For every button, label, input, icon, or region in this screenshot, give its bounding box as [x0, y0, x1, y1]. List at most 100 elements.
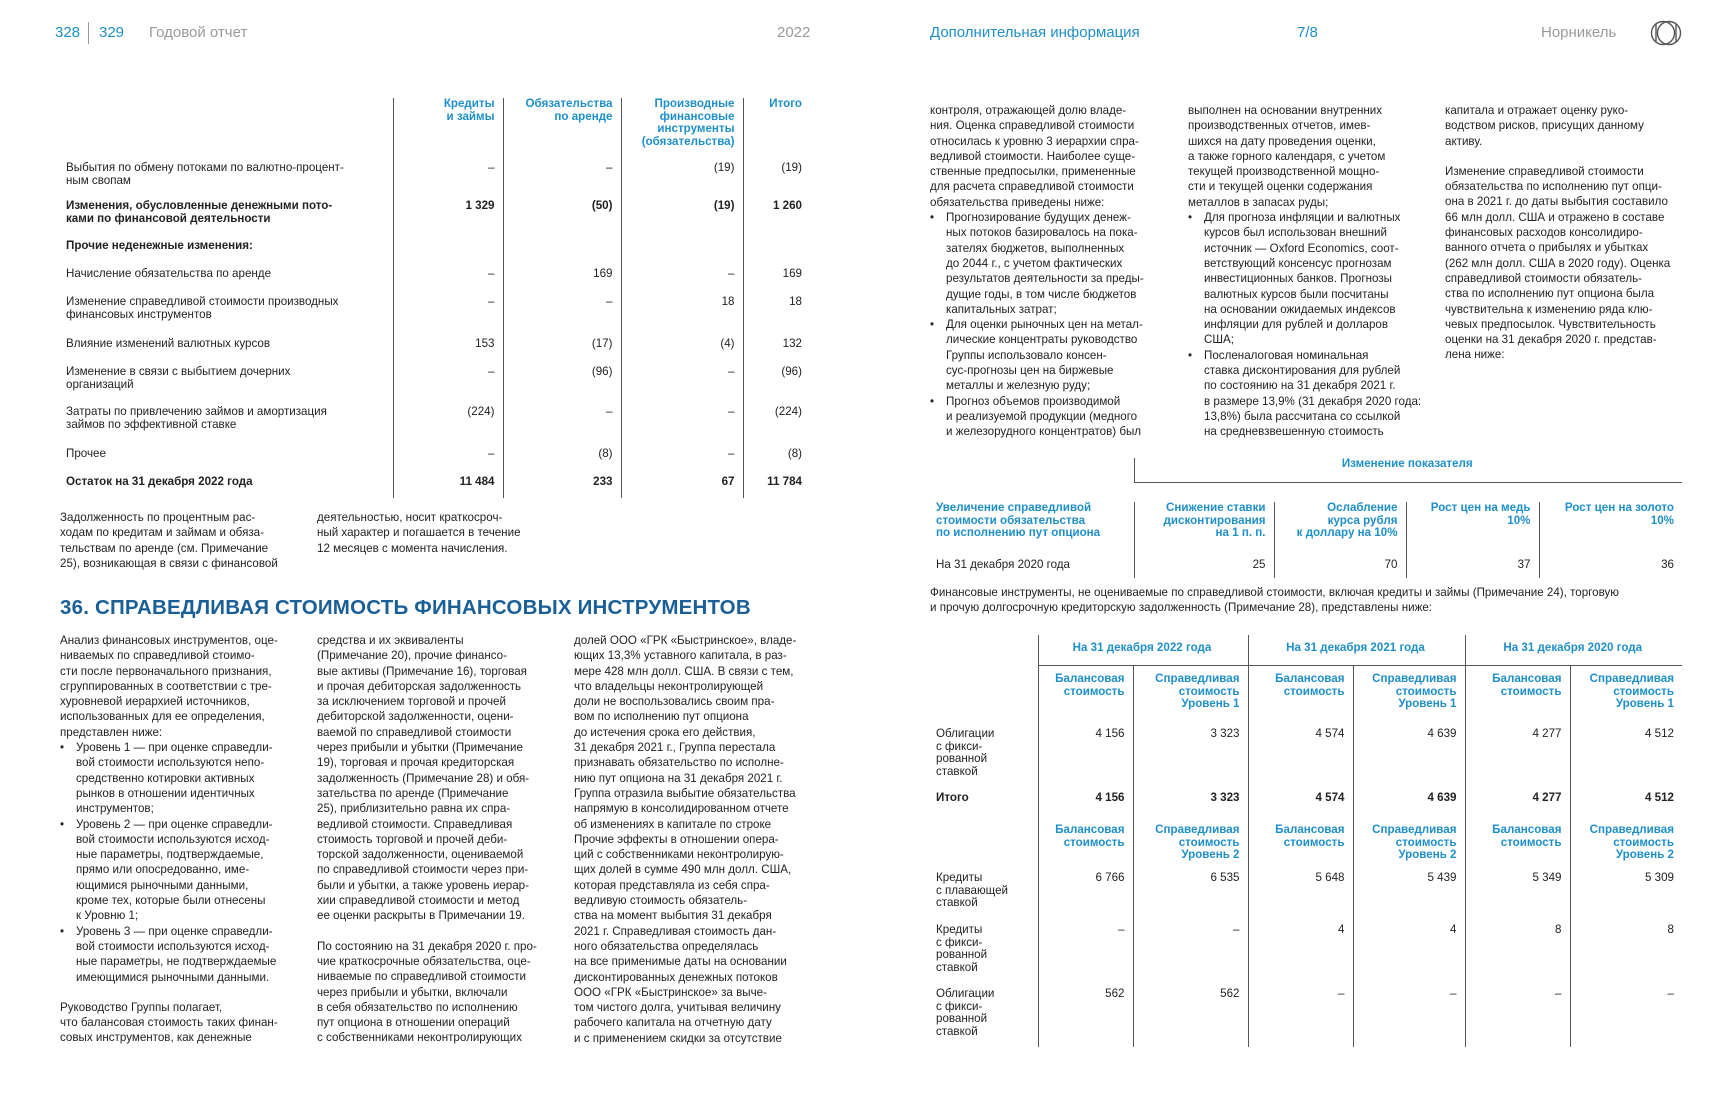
table-row: На 31 декабря 2020 года 25 70 37 36 — [930, 554, 1682, 578]
section-index: 7/8 — [1297, 24, 1318, 41]
text-line: относилась к уровню 3 иерархии спра- — [930, 134, 1139, 148]
text-column-b: средства и их эквиваленты (Примечание 20)… — [317, 633, 557, 1046]
text-line: Балансовая — [1492, 823, 1562, 836]
cell: – — [392, 444, 503, 472]
text-column-e: выполнен на основании внутренних производ… — [1188, 103, 1428, 440]
text-line: займов по эффективной ставке — [66, 417, 237, 431]
table-row: Влияние изменений валютных курсов 153 (17)… — [60, 334, 810, 362]
row-label: Итого — [930, 787, 1038, 817]
text-line: текущей производственной мощно- — [1188, 165, 1380, 179]
table-row: Изменение в связи с выбытием дочерних орг… — [60, 362, 810, 402]
cell: 67 — [620, 472, 743, 498]
text-line: щих долей в сумме 490 млн долл. США, — [574, 863, 792, 877]
text-line: Прочие неденежные изменения: — [66, 239, 253, 252]
text-line: валютных курсов были посчитаны — [1204, 287, 1389, 301]
text-line: Посленалоговая номинальная — [1204, 348, 1369, 362]
text-line: Уровень 1 — [1615, 697, 1674, 710]
text-line: чувствительна к изменению ряда клю- — [1445, 302, 1653, 316]
report-title: Годовой отчет — [149, 24, 248, 41]
text-line: по исполнению пут опциона — [936, 526, 1101, 539]
text-line: водством рисков, присущих данному — [1445, 119, 1644, 133]
section-name: Дополнительная информация — [930, 24, 1140, 41]
text-line: дисконтированных денежных потоков — [574, 970, 778, 984]
text-column-d: контроля, отражающей долю владе-ния. Оце… — [930, 103, 1170, 440]
text-line: мере 428 млн долл. США. В связи с тем, — [574, 664, 794, 678]
text-line: с плавающей — [936, 883, 1009, 897]
text-line: 31 декабря 2021 г., Группа перестала — [574, 741, 776, 755]
cell: – — [1132, 919, 1248, 983]
table-row: Итого 4 156 3 323 4 574 4 639 4 277 4 512 — [930, 787, 1682, 817]
text-line: Затраты по привлечению займов и амортиза… — [66, 405, 327, 418]
row-label: Изменение в связи с выбытием дочерних орг… — [60, 362, 393, 402]
text-line: рованной — [936, 1012, 988, 1025]
text-line: ООО «ГРК «Быстринское» за выче- — [574, 985, 767, 999]
text-line: стоимость — [1395, 835, 1457, 849]
text-line: через прибыли и убытки, включали — [317, 985, 508, 999]
text-line: Начисление обязательства по аренде — [66, 267, 272, 280]
text-line: курсов был использован внешний — [1204, 226, 1387, 240]
text-line: Изменение справедливой стоимости произво… — [66, 295, 339, 308]
table-row: Начисление обязательства по аренде –169–1… — [60, 264, 810, 292]
text-line: инфляции для рублей и долларов — [1204, 318, 1389, 332]
sub-header: Балансовая стоимость — [1037, 817, 1133, 867]
text-line: вом по исполнению пут опциона — [574, 710, 749, 724]
cell: – — [502, 402, 621, 444]
cell: 18 — [742, 292, 810, 334]
cell: 4 512 — [1569, 787, 1682, 817]
text-line: Облигации — [936, 987, 995, 1000]
bullet-item: Прогнозирование будущих денеж-ных потоко… — [930, 210, 1170, 317]
text-line: Группы использовало консен- — [946, 348, 1107, 362]
sub-header: Балансовая стоимость — [1247, 817, 1353, 867]
text-line: Увеличение справедливой — [936, 501, 1092, 514]
text-line: Балансовая — [1275, 672, 1345, 685]
cell: (19) — [620, 196, 743, 236]
text-line: на средневзвешенную стоимость — [1204, 425, 1384, 439]
text-line: стоимость — [1283, 835, 1345, 849]
text-line: Итого — [936, 791, 969, 804]
period-header-2022: На 31 декабря 2022 года — [1037, 635, 1248, 665]
text-line: активу. — [1445, 134, 1483, 148]
text-line: инвестиционных банков. Прогнозы — [1204, 272, 1392, 286]
table-row: Изменение справедливой стоимости произво… — [60, 292, 810, 334]
text-line: зательства по аренде (Примечание — [317, 786, 509, 800]
page-number-divider — [88, 22, 89, 44]
cell: 5 648 — [1247, 867, 1353, 919]
financial-instruments-table: На 31 декабря 2022 года На 31 декабря 20… — [930, 635, 1682, 1047]
table-row: Облигации с фикси-рованной ставкой 4 156 3 3… — [930, 723, 1682, 787]
cell: 169 — [502, 264, 621, 292]
text-line: Балансовая — [1492, 672, 1562, 685]
text-line: что владельцы неконтролирующей — [574, 679, 764, 693]
cell: 11 784 — [742, 472, 810, 498]
period-header-2020: На 31 декабря 2020 года — [1464, 635, 1682, 665]
text-line: инструменты — [657, 122, 735, 135]
text-line: доли не воспользовались своим пра- — [574, 695, 775, 709]
table-row: Затраты по привлечению займов и амортиза… — [60, 402, 810, 444]
text-line: Рост цен на золото — [1564, 501, 1674, 514]
debt-movement-table: Кредиты и займы Обязательства по аренде Пр… — [60, 97, 810, 498]
company-name: Норникель — [1541, 24, 1617, 41]
text-line: ства по исполнению пут опциона была — [1445, 287, 1655, 301]
text-line: сгруппированных в соответствии с тре- — [60, 679, 272, 693]
text-line: на 1 п. п. — [1215, 526, 1266, 539]
cell: – — [1352, 983, 1465, 1047]
text-line: ставкой — [936, 764, 978, 778]
text-line: чие краткосрочные обязательства, оце- — [317, 954, 531, 968]
text-line: Уровень 2 — [1398, 848, 1457, 861]
text-line: Справедливая — [1155, 823, 1240, 836]
text-line: дебиторской задолженности, оцени- — [317, 710, 514, 724]
text-line: ведливой стоимости. Справедливая — [317, 817, 513, 831]
text-line: до истечения срока его действия, — [574, 725, 756, 739]
text-line: вые активы (Примечание 16), торговая — [317, 664, 527, 678]
text-line: а также горного календаря, с учетом — [1188, 149, 1386, 163]
text-line: курса рубля — [1327, 513, 1398, 527]
cell: 233 — [502, 472, 621, 498]
text-line: сти после первоначального признания, — [60, 664, 272, 678]
text-line: Анализ финансовых инструментов, оце- — [60, 634, 278, 647]
text-line: ния. Оценка справедливой стоимости — [930, 119, 1135, 133]
bullet-item: Уровень 3 — при оценке справедли-вой сто… — [60, 924, 300, 985]
text-line: ками по финансовой деятельности — [66, 211, 271, 225]
text-line: и с применением скидки за отсутствие — [574, 1031, 782, 1045]
text-line: 2021 г. Справедливая стоимость дан- — [574, 924, 777, 938]
text-line: рынков в отношении идентичных — [76, 786, 255, 800]
text-line: 13,8%) была рассчитана со ссылкой — [1204, 409, 1401, 423]
